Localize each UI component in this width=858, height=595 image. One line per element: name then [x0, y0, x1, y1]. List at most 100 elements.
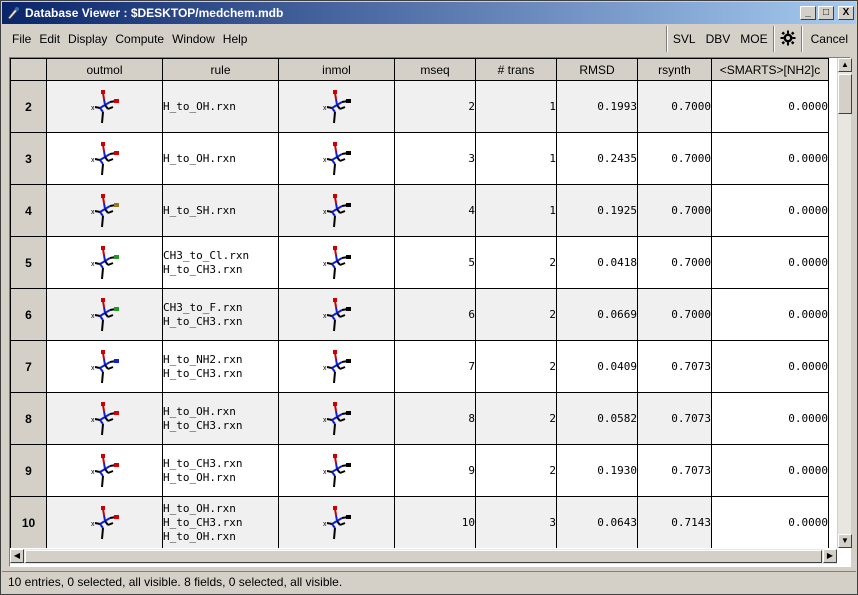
rmsd-cell[interactable]: 0.0418 — [556, 236, 638, 289]
row-number[interactable]: 6 — [10, 288, 47, 341]
inmol-structure[interactable]: x — [278, 132, 395, 185]
rule-cell[interactable]: H_to_OH.rxn H_to_CH3.rxn H_to_OH.rxn — [162, 496, 279, 548]
rmsd-cell[interactable]: 0.1930 — [556, 444, 638, 497]
dbv-button[interactable]: DBV — [705, 32, 731, 46]
row-number[interactable]: 5 — [10, 236, 47, 289]
column-header-outmol[interactable]: outmol — [46, 58, 163, 81]
column-header-mseq[interactable]: mseq — [394, 58, 476, 81]
cancel-button[interactable]: Cancel — [810, 32, 848, 46]
smarts-cell[interactable]: 0.0000 — [711, 132, 829, 185]
table-row[interactable]: 8 x H_to_OH.rxn H_to_CH3.rxn x 8 2 0.0582 0.7073… — [10, 392, 829, 445]
menu-help[interactable]: Help — [222, 32, 248, 46]
trans-cell[interactable]: 2 — [475, 340, 557, 393]
rule-cell[interactable]: H_to_OH.rxn — [162, 132, 279, 185]
menu-compute[interactable]: Compute — [115, 32, 165, 46]
scroll-right-button[interactable]: ▶ — [823, 549, 837, 563]
column-header-smarts[interactable]: <SMARTS>[NH2]c — [711, 58, 829, 81]
row-number[interactable]: 3 — [10, 132, 47, 185]
rmsd-cell[interactable]: 0.2435 — [556, 132, 638, 185]
trans-cell[interactable]: 2 — [475, 288, 557, 341]
mseq-cell[interactable]: 2 — [394, 80, 476, 133]
close-button[interactable]: X — [838, 6, 854, 20]
vertical-scrollbar[interactable]: ▲ ▼ — [837, 58, 852, 548]
smarts-cell[interactable]: 0.0000 — [711, 184, 829, 237]
table-row[interactable]: 6 x CH3_to_F.rxn H_to_CH3.rxn x 6 2 0.0669 0.700… — [10, 288, 829, 341]
rsynth-cell[interactable]: 0.7000 — [637, 288, 712, 341]
table-row[interactable]: 9 x H_to_CH3.rxn H_to_OH.rxn x 9 2 0.1930 0.7073… — [10, 444, 829, 497]
rmsd-cell[interactable]: 0.0409 — [556, 340, 638, 393]
rule-cell[interactable]: H_to_OH.rxn — [162, 80, 279, 133]
outmol-structure[interactable]: x — [46, 80, 163, 133]
svl-button[interactable]: SVL — [672, 32, 696, 46]
column-header-rsynth[interactable]: rsynth — [637, 58, 712, 81]
table-row[interactable]: 10 x H_to_OH.rxn H_to_CH3.rxn H_to_OH.rxn x 10… — [10, 496, 829, 548]
smarts-cell[interactable]: 0.0000 — [711, 288, 829, 341]
row-number[interactable]: 10 — [10, 496, 47, 548]
mseq-cell[interactable]: 4 — [394, 184, 476, 237]
rmsd-cell[interactable]: 0.1993 — [556, 80, 638, 133]
table-row[interactable]: 2 x H_to_OH.rxn x 2 1 0.1993 0.7000 0.0000 — [10, 80, 829, 133]
trans-cell[interactable]: 2 — [475, 444, 557, 497]
mseq-cell[interactable]: 3 — [394, 132, 476, 185]
rmsd-cell[interactable]: 0.0643 — [556, 496, 638, 548]
column-header-trans[interactable]: # trans — [475, 58, 557, 81]
row-number[interactable]: 9 — [10, 444, 47, 497]
mseq-cell[interactable]: 10 — [394, 496, 476, 548]
vertical-scroll-thumb[interactable] — [838, 74, 852, 114]
row-number[interactable]: 7 — [10, 340, 47, 393]
rmsd-cell[interactable]: 0.0669 — [556, 288, 638, 341]
minimize-button[interactable]: _ — [800, 6, 816, 20]
row-number[interactable]: 2 — [10, 80, 47, 133]
outmol-structure[interactable]: x — [46, 392, 163, 445]
inmol-structure[interactable]: x — [278, 340, 395, 393]
rule-cell[interactable]: H_to_OH.rxn H_to_CH3.rxn — [162, 392, 279, 445]
horizontal-scrollbar[interactable]: ◀ ▶ — [10, 549, 837, 564]
rule-cell[interactable]: CH3_to_Cl.rxn H_to_CH3.rxn — [162, 236, 279, 289]
menu-window[interactable]: Window — [172, 32, 215, 46]
menu-display[interactable]: Display — [68, 32, 108, 46]
title-bar[interactable]: Database Viewer : $DESKTOP/medchem.mdb _… — [2, 2, 856, 24]
outmol-structure[interactable]: x — [46, 132, 163, 185]
inmol-structure[interactable]: x — [278, 288, 395, 341]
inmol-structure[interactable]: x — [278, 236, 395, 289]
table-row[interactable]: 4 x H_to_SH.rxn x 4 1 0.1925 0.7000 0.0000 — [10, 184, 829, 237]
outmol-structure[interactable]: x — [46, 288, 163, 341]
outmol-structure[interactable]: x — [46, 444, 163, 497]
column-header-inmol[interactable]: inmol — [278, 58, 395, 81]
smarts-cell[interactable]: 0.0000 — [711, 496, 829, 548]
rule-cell[interactable]: H_to_NH2.rxn H_to_CH3.rxn — [162, 340, 279, 393]
rmsd-cell[interactable]: 0.0582 — [556, 392, 638, 445]
mseq-cell[interactable]: 7 — [394, 340, 476, 393]
outmol-structure[interactable]: x — [46, 236, 163, 289]
rsynth-cell[interactable]: 0.7000 — [637, 184, 712, 237]
rule-cell[interactable]: CH3_to_F.rxn H_to_CH3.rxn — [162, 288, 279, 341]
column-header-rmsd[interactable]: RMSD — [556, 58, 638, 81]
row-header-corner[interactable] — [10, 58, 47, 81]
trans-cell[interactable]: 1 — [475, 80, 557, 133]
mseq-cell[interactable]: 9 — [394, 444, 476, 497]
smarts-cell[interactable]: 0.0000 — [711, 236, 829, 289]
table-row[interactable]: 5 x CH3_to_Cl.rxn H_to_CH3.rxn x 5 2 0.0418 0.70… — [10, 236, 829, 289]
outmol-structure[interactable]: x — [46, 496, 163, 548]
row-number[interactable]: 4 — [10, 184, 47, 237]
inmol-structure[interactable]: x — [278, 444, 395, 497]
smarts-cell[interactable]: 0.0000 — [711, 340, 829, 393]
rsynth-cell[interactable]: 0.7143 — [637, 496, 712, 548]
smarts-cell[interactable]: 0.0000 — [711, 392, 829, 445]
trans-cell[interactable]: 2 — [475, 236, 557, 289]
scroll-left-button[interactable]: ◀ — [10, 549, 24, 563]
smarts-cell[interactable]: 0.0000 — [711, 444, 829, 497]
rsynth-cell[interactable]: 0.7000 — [637, 132, 712, 185]
rsynth-cell[interactable]: 0.7000 — [637, 236, 712, 289]
table-row[interactable]: 7 x H_to_NH2.rxn H_to_CH3.rxn x 7 2 0.0409 0.707… — [10, 340, 829, 393]
trans-cell[interactable]: 1 — [475, 184, 557, 237]
horizontal-scroll-thumb[interactable] — [25, 550, 822, 563]
gear-icon[interactable] — [775, 30, 801, 49]
smarts-cell[interactable]: 0.0000 — [711, 80, 829, 133]
trans-cell[interactable]: 1 — [475, 132, 557, 185]
rsynth-cell[interactable]: 0.7073 — [637, 444, 712, 497]
rsynth-cell[interactable]: 0.7073 — [637, 392, 712, 445]
scroll-down-button[interactable]: ▼ — [838, 534, 852, 548]
trans-cell[interactable]: 2 — [475, 392, 557, 445]
inmol-structure[interactable]: x — [278, 80, 395, 133]
